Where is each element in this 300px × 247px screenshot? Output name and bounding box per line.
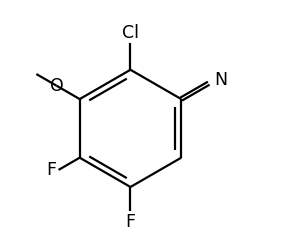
Text: Cl: Cl xyxy=(122,24,139,42)
Text: F: F xyxy=(46,161,57,179)
Text: F: F xyxy=(125,213,136,231)
Text: N: N xyxy=(214,71,227,89)
Text: O: O xyxy=(50,77,63,95)
